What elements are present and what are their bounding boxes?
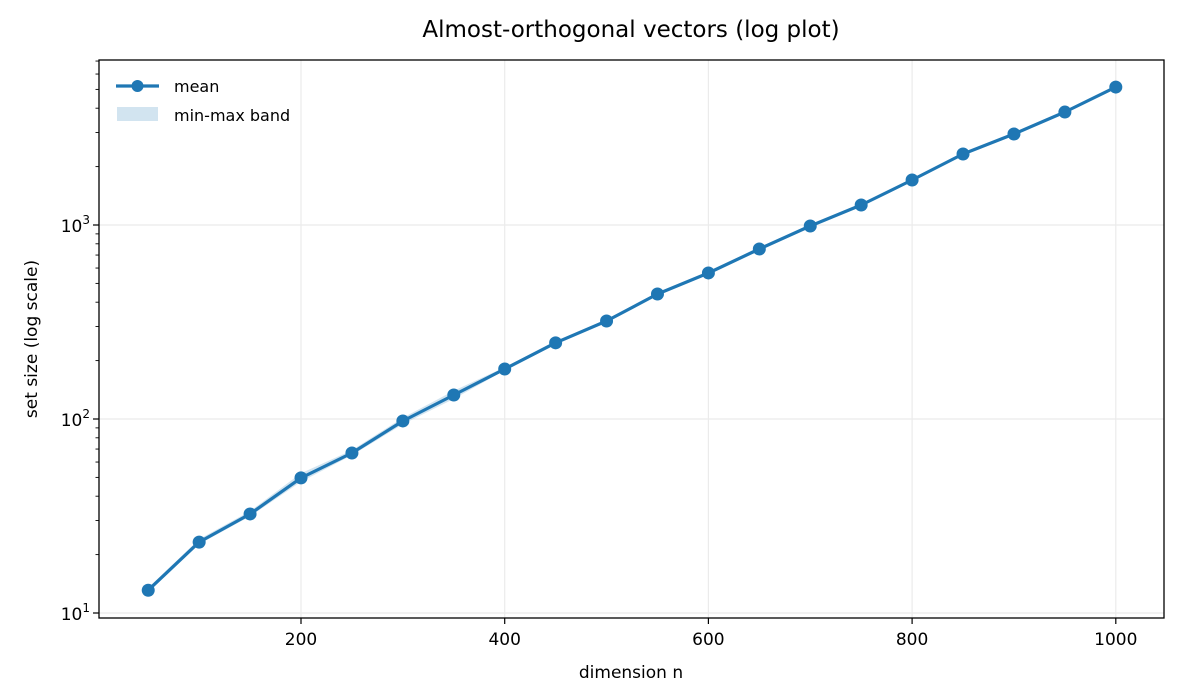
data-point: [447, 388, 461, 402]
y-axis-ticks: 101 102 103: [61, 213, 99, 625]
data-point: [905, 173, 919, 187]
data-point: [1058, 105, 1072, 119]
chart-title: Almost-orthogonal vectors (log plot): [422, 17, 839, 43]
data-point: [192, 535, 206, 549]
data-point: [498, 362, 512, 376]
x-tick-label: 600: [692, 630, 724, 650]
legend-band-patch-icon: [117, 107, 158, 121]
x-axis-label: dimension n: [579, 663, 683, 683]
y-tick-label: 102: [61, 407, 90, 431]
data-point: [854, 198, 868, 212]
axes-frame: [98, 59, 1165, 619]
data-point: [396, 414, 410, 428]
data-point: [650, 287, 664, 301]
x-tick-label: 200: [285, 630, 317, 650]
data-point: [1109, 80, 1123, 94]
mean-line: [147, 85, 1117, 592]
x-axis-ticks: 200 400 600 800 1000: [285, 618, 1137, 650]
data-point: [600, 314, 614, 328]
y-axis-minor-ticks: [95, 60, 99, 556]
data-point: [752, 242, 766, 256]
data-point: [956, 147, 970, 161]
y-axis-label: set size (log scale): [22, 260, 42, 418]
data-point: [1007, 127, 1021, 141]
legend-band-label: min-max band: [174, 106, 290, 125]
x-tick-label: 400: [488, 630, 520, 650]
x-tick-label: 800: [896, 630, 928, 650]
data-point: [243, 507, 257, 521]
data-point: [141, 583, 155, 597]
data-point: [345, 446, 359, 460]
y-tick-label: 101: [61, 601, 90, 625]
data-point: [549, 336, 563, 350]
y-tick-label: 103: [61, 213, 90, 237]
mean-markers: [141, 80, 1123, 597]
legend-mean-label: mean: [174, 77, 219, 96]
data-point: [294, 471, 308, 485]
legend-mean-marker-icon: [131, 80, 144, 92]
data-point: [803, 219, 817, 233]
x-tick-label: 1000: [1094, 630, 1137, 650]
grid-lines: [99, 60, 1164, 618]
min-max-band: [148, 86, 1116, 593]
legend: mean min-max band: [116, 77, 290, 125]
data-point: [701, 266, 715, 280]
